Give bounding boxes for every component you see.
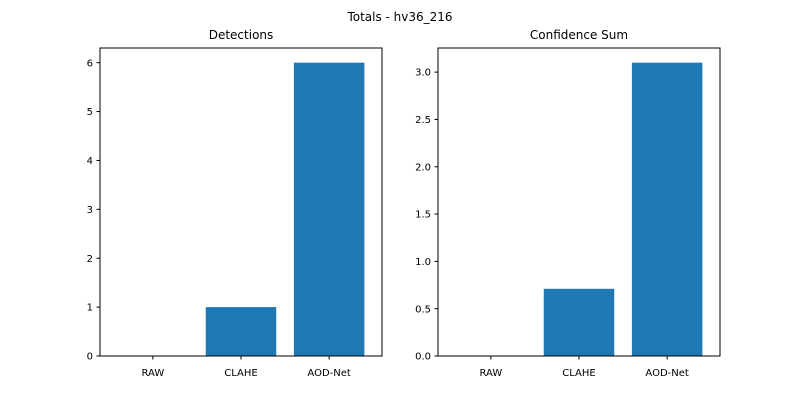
- bar-clahe: [205, 307, 277, 356]
- y-tick-label: 0.5: [415, 304, 431, 315]
- x-tick-label: CLAHE: [224, 368, 257, 379]
- chart-confidence-sum: Confidence Sum RAW CLAHE AOD-Net 0.0 0.5 1.0 1…: [415, 28, 721, 379]
- axes-frame: [99, 47, 383, 357]
- y-tick-label: 1.0: [415, 257, 431, 268]
- y-tick-label: 1.5: [415, 210, 431, 221]
- y-tick-label: 2: [87, 254, 93, 265]
- y-tick-label: 6: [87, 58, 93, 69]
- x-tick-label: RAW: [480, 368, 503, 379]
- axes-frame: [437, 47, 721, 357]
- y-tick-label: 2.5: [415, 115, 431, 126]
- figure-suptitle: Totals - hv36_216: [346, 10, 452, 24]
- bar-aod-net: [631, 62, 703, 357]
- y-tick-label: 1: [87, 303, 93, 314]
- x-tick-label: AOD-Net: [307, 368, 350, 379]
- y-tick-label: 5: [87, 107, 93, 118]
- bar-aod-net: [293, 62, 365, 357]
- chart-detections: Detections RAW CLAHE AOD-Net 0 1 2 3 4 5 6: [87, 28, 383, 379]
- bar-clahe: [543, 288, 615, 356]
- y-tick-label: 2.0: [415, 162, 431, 173]
- y-tick-label: 3: [87, 205, 93, 216]
- y-tick-label: 3.0: [415, 68, 431, 79]
- chart-title: Detections: [209, 28, 274, 42]
- y-tick-label: 0.0: [415, 352, 431, 363]
- y-tick-label: 4: [87, 156, 93, 167]
- x-tick-label: AOD-Net: [645, 368, 688, 379]
- x-tick-label: CLAHE: [562, 368, 595, 379]
- x-tick-label: RAW: [142, 368, 165, 379]
- chart-title: Confidence Sum: [530, 28, 628, 42]
- y-tick-label: 0: [87, 352, 93, 363]
